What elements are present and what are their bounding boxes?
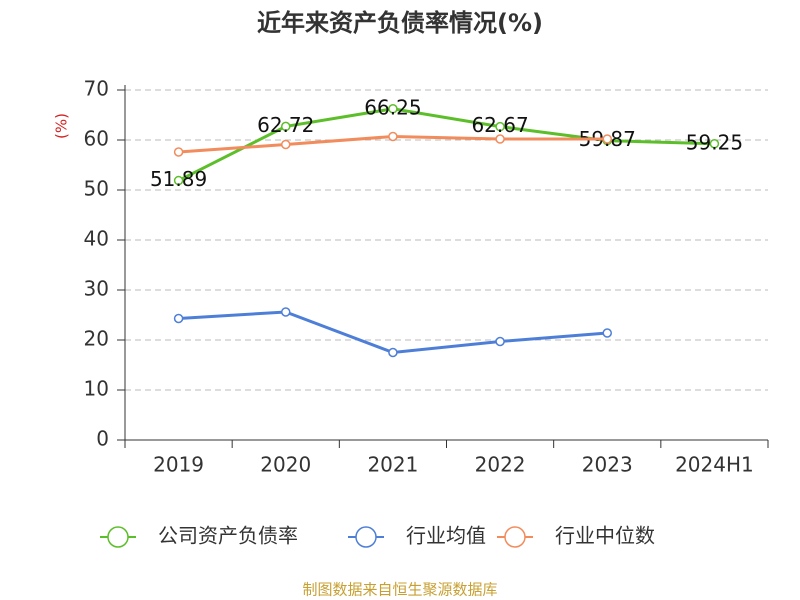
x-tick-label: 2022 [475, 453, 526, 477]
point [602, 328, 612, 338]
point [495, 336, 505, 347]
x-tick-label: 2024H1 [675, 453, 754, 477]
y-tick-label: 10 [84, 377, 109, 401]
x-tick-label: 2021 [367, 453, 418, 477]
point [495, 121, 505, 132]
x-tick-label: 2023 [582, 453, 633, 477]
data-label: 62.67 [471, 113, 528, 137]
point [173, 313, 184, 324]
x-tick-label: 2020 [260, 453, 311, 477]
point [388, 131, 398, 142]
data-label: 62.72 [257, 113, 314, 137]
legend-marker [504, 526, 526, 548]
data-label: 59.25 [686, 130, 743, 154]
legend-label: 行业均值 [406, 524, 486, 548]
legend-marker [107, 526, 129, 548]
source-note: 制图数据来自恒生聚源数据库 [302, 581, 497, 599]
chart-title: 近年来资产负债率情况(%) [257, 9, 543, 37]
point [281, 307, 291, 317]
x-tick-label: 2019 [153, 453, 204, 477]
y-tick-label: 70 [84, 77, 109, 101]
y-tick-label: 20 [84, 327, 109, 351]
y-tick-label: 30 [84, 277, 109, 301]
y-tick-label: 40 [84, 227, 109, 251]
y-tick-label: 50 [84, 177, 109, 201]
legend-label: 行业中位数 [555, 524, 655, 548]
point [495, 134, 505, 144]
point [173, 147, 184, 157]
data-label: 51.89 [150, 167, 207, 191]
y-tick-label: 60 [84, 127, 109, 151]
y-axis-label: (%) [53, 113, 71, 139]
series-line [177, 107, 715, 182]
series-line [178, 310, 608, 355]
point [281, 139, 291, 150]
point [281, 121, 291, 132]
point [388, 347, 398, 358]
legend-marker [355, 526, 377, 548]
point [602, 134, 612, 144]
point [173, 175, 184, 186]
data-label: 66.25 [364, 95, 421, 119]
y-tick-label: 0 [96, 427, 109, 451]
point [709, 139, 720, 149]
point [388, 104, 398, 114]
legend-label: 公司资产负债率 [158, 524, 298, 548]
